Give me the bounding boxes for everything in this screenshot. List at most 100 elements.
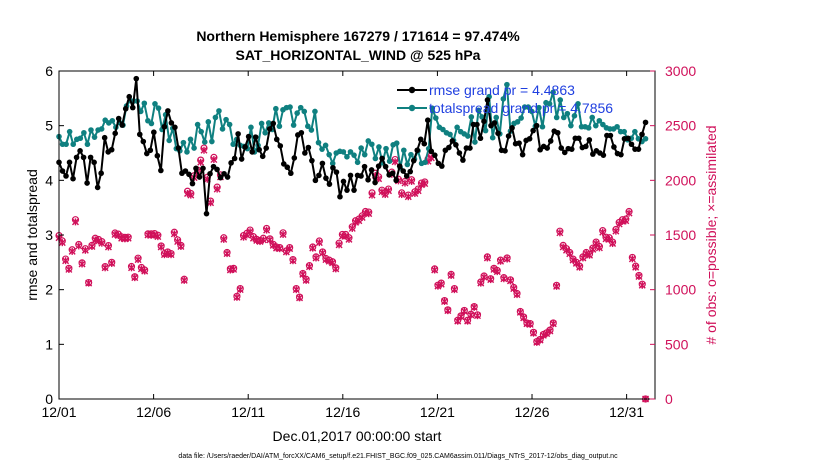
totalspread-point xyxy=(564,110,571,117)
rmse-point xyxy=(133,75,140,82)
rmse-point xyxy=(586,137,593,143)
totalspread-point xyxy=(226,121,233,128)
totalspread-point xyxy=(198,128,204,135)
obs-assimilated-marker xyxy=(473,312,481,320)
totalspread-point xyxy=(440,126,446,133)
rmse-point xyxy=(126,93,133,100)
totalspread-point xyxy=(369,141,375,148)
rmse-point xyxy=(491,120,498,126)
rmse-point xyxy=(467,145,473,151)
obs-assimilated-marker xyxy=(177,242,185,250)
x-tick-label: 12/31 xyxy=(609,404,644,420)
obs-assimilated-marker xyxy=(335,241,343,249)
rmse-point xyxy=(368,167,375,173)
totalspread-point xyxy=(365,138,372,144)
totalspread-point xyxy=(312,108,318,115)
obs-assimilated-marker xyxy=(319,249,327,257)
y-right-tick-label: 1500 xyxy=(665,227,696,243)
rmse-point xyxy=(361,163,368,170)
obs-assimilated-marker xyxy=(263,226,271,234)
totalspread-point xyxy=(155,105,162,111)
totalspread-point xyxy=(504,81,510,88)
totalspread-point xyxy=(614,123,620,130)
obs-assimilated-marker xyxy=(470,303,478,311)
obs-assimilated-marker xyxy=(487,276,495,284)
rmse-point xyxy=(270,120,277,127)
obs-assimilated-marker xyxy=(437,280,445,288)
rmse-point xyxy=(77,148,83,154)
rmse-point xyxy=(453,142,459,148)
rmse-point xyxy=(340,178,347,185)
rmse-point xyxy=(284,164,291,171)
x-axis: 12/01 12/06 12/11 12/16 12/21 12/26 12/31 xyxy=(41,71,644,420)
totalspread-point xyxy=(340,149,347,155)
obs-assimilated-marker xyxy=(78,260,86,268)
totalspread-point xyxy=(518,115,524,121)
legend-spread-marker xyxy=(408,104,416,112)
totalspread-point xyxy=(326,151,332,158)
obs-assimilated-marker xyxy=(348,224,356,232)
rmse-point xyxy=(80,154,87,161)
totalspread-point xyxy=(528,108,535,115)
rmse-point xyxy=(228,160,234,166)
rmse-point xyxy=(136,131,143,138)
rmse-point xyxy=(217,174,224,181)
totalspread-point xyxy=(376,144,382,150)
rmse-point xyxy=(428,148,435,155)
obs-assimilated-marker xyxy=(526,320,534,328)
obs-assimilated-marker xyxy=(157,243,165,251)
rmse-point xyxy=(252,134,259,140)
rmse-point xyxy=(256,146,262,153)
obs-assimilated-marker xyxy=(68,247,76,255)
totalspread-point xyxy=(152,101,158,107)
rmse-point xyxy=(526,135,533,142)
totalspread-point xyxy=(592,122,599,129)
obs-assimilated-marker xyxy=(88,242,96,250)
rmse-point xyxy=(403,173,410,179)
y-axis-right: 0 500 1000 1500 2000 2500 3000 xyxy=(650,63,696,407)
obs-assimilated-marker xyxy=(586,251,594,259)
obs-assimilated-marker xyxy=(246,228,254,236)
rmse-point xyxy=(330,164,336,171)
rmse-point xyxy=(635,146,642,152)
rmse-point xyxy=(554,129,561,136)
rmse-point xyxy=(151,129,157,136)
rmse-point xyxy=(576,135,582,142)
totalspread-point xyxy=(372,155,379,162)
rmse-point xyxy=(590,151,596,157)
obs-assimilated-marker xyxy=(503,255,511,263)
rmse-point xyxy=(432,152,438,158)
y-left-tick-label: 2 xyxy=(45,282,53,298)
rmse-point xyxy=(63,173,69,179)
rmse-point xyxy=(161,123,168,130)
rmse-point xyxy=(519,151,526,158)
rmse-point xyxy=(410,157,417,164)
obs-assimilated-marker xyxy=(210,156,218,164)
totalspread-point xyxy=(329,160,336,167)
y-right-tick-label: 2500 xyxy=(665,118,696,134)
totalspread-point xyxy=(575,101,581,107)
y-right-tick-label: 3000 xyxy=(665,63,696,79)
obs-assimilated-marker xyxy=(556,229,564,237)
rmse-point xyxy=(414,147,421,154)
obs-assimilated-marker xyxy=(404,193,412,201)
obs-assimilated-marker xyxy=(510,285,518,293)
rmse-point xyxy=(516,140,522,146)
rmse-point xyxy=(533,122,540,129)
rmse-point xyxy=(98,170,104,177)
x-tick-label: 12/16 xyxy=(325,404,360,420)
rmse-point xyxy=(382,163,389,170)
rmse-point xyxy=(607,132,614,139)
y-right-tick-label: 0 xyxy=(665,391,673,407)
obs-assimilated-marker xyxy=(266,236,274,244)
obs-assimilated-marker xyxy=(612,227,620,235)
rmse-point xyxy=(207,170,213,177)
rmse-point xyxy=(108,146,115,153)
totalspread-point xyxy=(70,141,77,148)
rmse-point xyxy=(326,181,333,187)
obs-assimilated-marker xyxy=(385,187,393,195)
totalspread-point xyxy=(351,152,357,158)
obs-assimilated-marker xyxy=(500,275,508,283)
obs-assimilated-marker xyxy=(589,245,597,253)
rmse-point xyxy=(66,159,73,166)
